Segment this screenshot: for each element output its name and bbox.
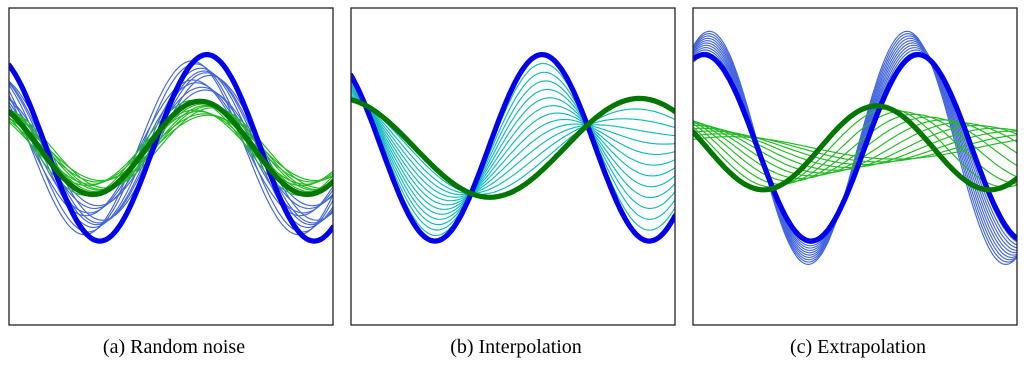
plot-area — [9, 52, 333, 244]
chart-interpolation — [350, 7, 676, 326]
interpolated-curve — [351, 82, 675, 220]
sample-curve — [9, 105, 333, 190]
extrapolated-curve — [693, 133, 1017, 163]
sample-curve — [9, 99, 333, 197]
interpolated-curve — [351, 87, 675, 206]
plot-area — [351, 52, 675, 244]
target-curve — [9, 98, 333, 198]
interpolated-curve — [351, 71, 675, 231]
interpolated-curve — [351, 91, 675, 198]
sample-curve — [9, 114, 333, 182]
extrapolated-curve — [693, 136, 1017, 160]
extrapolated-curve — [693, 110, 1017, 185]
plot-area — [693, 30, 1017, 265]
sample-curve — [9, 60, 333, 236]
sample-curve — [9, 104, 333, 191]
target-curve — [693, 103, 1017, 193]
panel-interpolation: (b) Interpolation — [350, 0, 682, 370]
target-curve — [693, 52, 1017, 244]
sample-curve — [9, 107, 333, 189]
interpolated-curve — [351, 80, 675, 226]
caption-extrapolation: (c) Extrapolation — [789, 336, 927, 358]
interpolated-curve — [351, 95, 675, 195]
sample-curve — [9, 63, 333, 233]
sample-curve — [9, 103, 333, 193]
chart-extrapolation — [692, 7, 1018, 326]
panel-random-noise: (a) Random noise — [8, 0, 340, 370]
target-curve — [9, 52, 333, 244]
caption-interpolation: (b) Interpolation — [450, 336, 582, 358]
interpolated-curve — [351, 89, 675, 202]
target-curve — [351, 95, 675, 200]
extrapolated-curve — [693, 108, 1017, 188]
interpolated-curve — [351, 86, 675, 210]
interpolated-curve — [351, 93, 675, 196]
target-curve — [351, 52, 675, 244]
extrapolated-curve — [693, 113, 1017, 182]
panel-extrapolation: (c) Extrapolation — [692, 0, 1024, 370]
interpolated-curve — [351, 84, 675, 215]
plot-frame — [692, 7, 1018, 326]
caption-random-noise: (a) Random noise — [102, 336, 246, 358]
plot-frame — [350, 7, 676, 326]
chart-random-noise — [8, 7, 334, 326]
sample-curve — [9, 79, 333, 217]
extrapolated-curve — [693, 49, 1017, 247]
interpolated-curve — [351, 97, 675, 195]
extrapolated-curve — [693, 30, 1017, 265]
plot-frame — [8, 7, 334, 326]
